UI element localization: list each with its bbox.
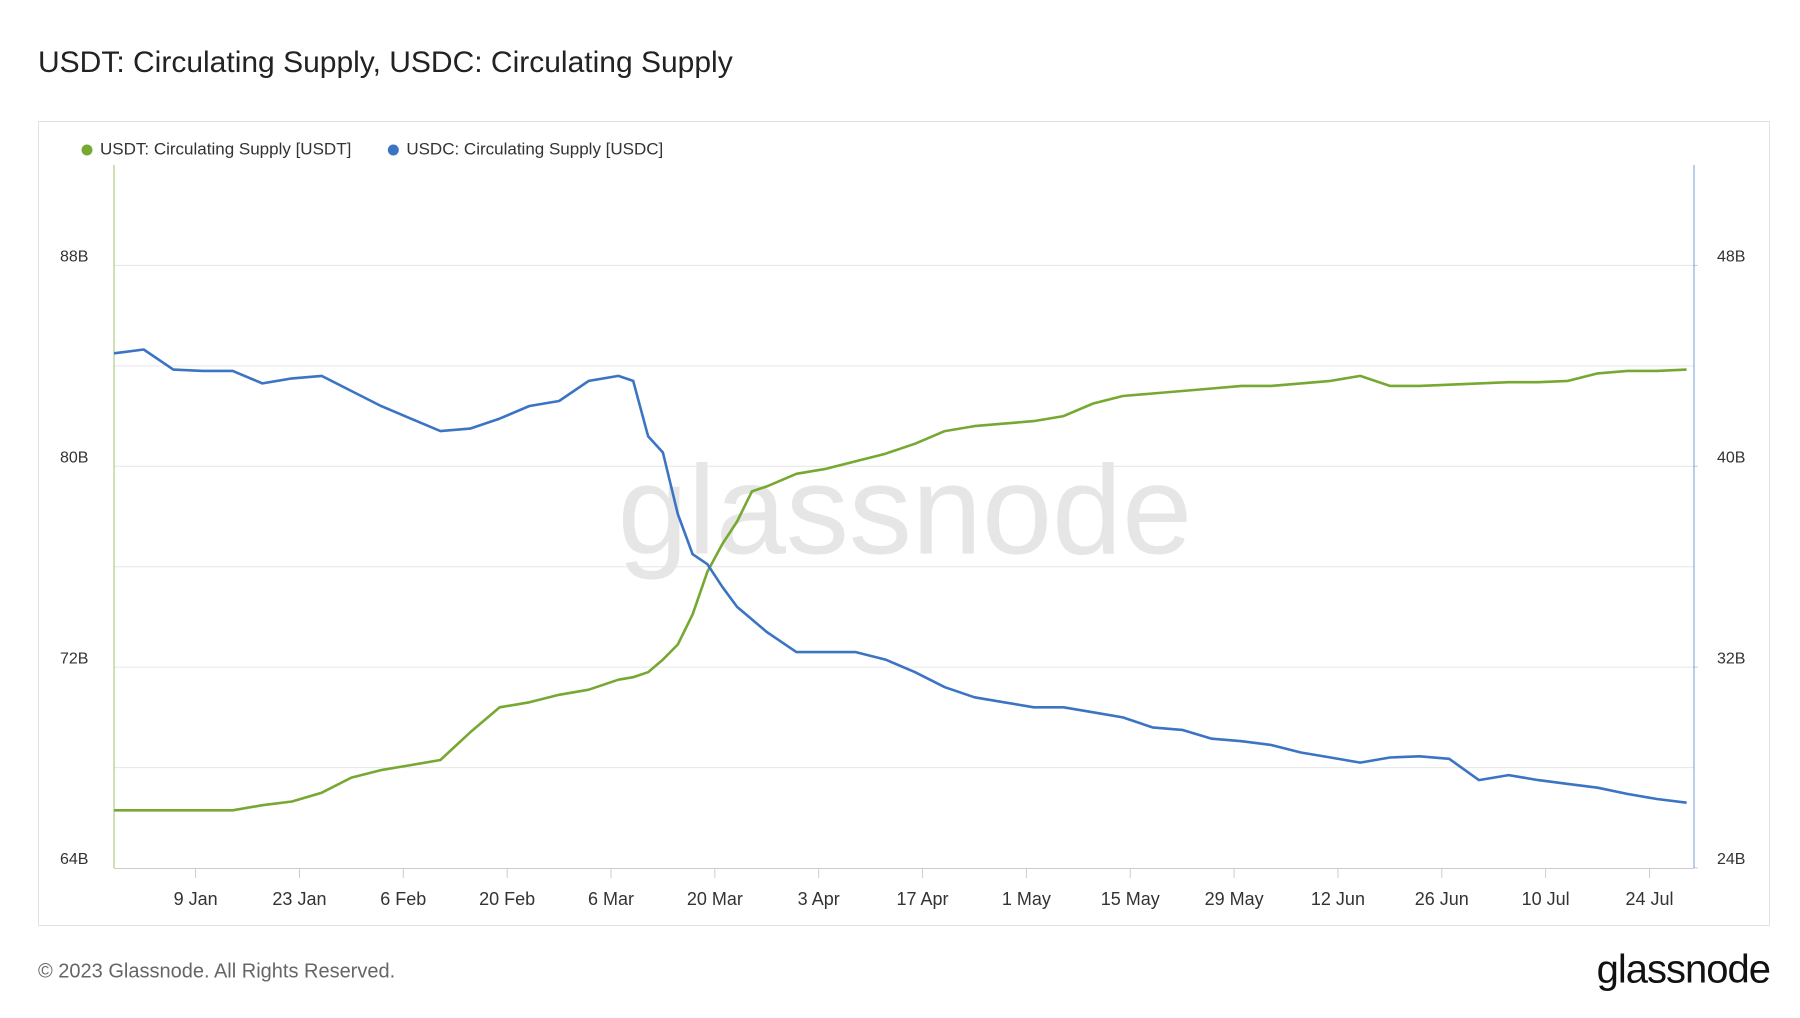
chart-frame xyxy=(38,121,1770,926)
y2-tick-label: 40B xyxy=(1717,450,1745,467)
x-tick-label: 9 Jan xyxy=(174,889,218,909)
series-line xyxy=(114,368,1687,812)
series-line xyxy=(113,348,1687,804)
x-tick-label: 24 Jul xyxy=(1625,889,1673,909)
y2-tick-label: 48B xyxy=(1717,249,1745,266)
x-tick-label: 20 Mar xyxy=(687,889,743,909)
x-tick-label: 20 Feb xyxy=(479,889,535,909)
x-tick-label: 10 Jul xyxy=(1522,889,1570,909)
chart-title: USDT: Circulating Supply, USDC: Circulat… xyxy=(38,46,733,79)
x-tick-label: 15 May xyxy=(1101,889,1160,909)
y-tick-label: 64B xyxy=(60,851,88,868)
copyright: © 2023 Glassnode. All Rights Reserved. xyxy=(38,960,395,982)
x-tick-label: 23 Jan xyxy=(272,889,326,909)
legend-marker xyxy=(81,144,93,156)
x-tick-label: 12 Jun xyxy=(1311,889,1365,909)
y-tick-label: 80B xyxy=(60,450,88,467)
logo: glassnode xyxy=(1597,948,1770,992)
y2-tick-label: 32B xyxy=(1717,650,1745,667)
y2-tick-label: 24B xyxy=(1717,851,1745,868)
y-tick-label: 88B xyxy=(60,249,88,266)
legend-marker xyxy=(387,144,399,156)
x-tick-label: 1 May xyxy=(1002,889,1051,909)
x-tick-label: 17 Apr xyxy=(897,889,949,909)
y-tick-label: 72B xyxy=(60,650,88,667)
x-tick-label: 6 Mar xyxy=(588,889,634,909)
x-tick-label: 3 Apr xyxy=(798,889,840,909)
legend-label: USDC: Circulating Supply [USDC] xyxy=(406,139,663,158)
x-tick-label: 6 Feb xyxy=(380,889,426,909)
x-tick-label: 29 May xyxy=(1205,889,1264,909)
x-tick-label: 26 Jun xyxy=(1415,889,1469,909)
watermark: glassnode xyxy=(618,439,1192,580)
legend-label: USDT: Circulating Supply [USDT] xyxy=(100,139,351,158)
